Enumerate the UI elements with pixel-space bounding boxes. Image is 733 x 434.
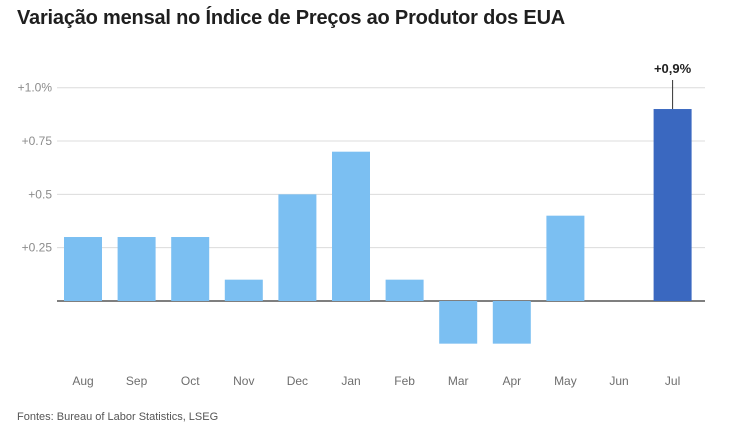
x-tick-label: Aug xyxy=(72,374,93,388)
x-tick-label: Dec xyxy=(287,374,308,388)
bar-aug xyxy=(64,237,102,301)
x-tick-label: May xyxy=(554,374,577,388)
x-tick-label: Jan xyxy=(341,374,360,388)
bar-dec xyxy=(278,194,317,301)
bar-apr xyxy=(492,301,531,344)
y-tick-label: +0.75 xyxy=(22,134,53,148)
bar-nov xyxy=(224,279,263,301)
x-tick-label: Jul xyxy=(665,374,680,388)
bar-mar xyxy=(439,301,478,344)
bar-jul xyxy=(653,109,692,301)
bars xyxy=(64,109,692,344)
bar-feb xyxy=(385,279,424,301)
x-tick-label: Mar xyxy=(448,374,469,388)
gridlines xyxy=(57,87,705,302)
y-tick-label: +0.25 xyxy=(22,241,53,255)
x-tick-label: Nov xyxy=(233,374,254,388)
bar-oct xyxy=(171,237,210,301)
source-note: Fontes: Bureau of Labor Statistics, LSEG xyxy=(17,411,219,423)
bar-sep xyxy=(117,237,156,301)
x-tick-label: Jun xyxy=(609,374,628,388)
y-tick-label: +0.5 xyxy=(28,187,52,201)
y-tick-label: +1.0% xyxy=(18,81,53,95)
bar-may xyxy=(546,215,585,301)
chart-title: Variação mensal no Índice de Preços ao P… xyxy=(17,7,566,29)
x-tick-label: Apr xyxy=(502,374,521,388)
x-tick-label: Sep xyxy=(126,374,148,388)
bar-jan xyxy=(332,151,370,301)
x-tick-label: Feb xyxy=(394,374,415,388)
data-label: +0,9% xyxy=(654,61,692,76)
x-tick-label: Oct xyxy=(181,374,200,388)
axis-labels: +1.0% +0.75 +0.5 +0.25 Aug Sep Oct Nov Dec Jan Feb… xyxy=(18,61,692,388)
